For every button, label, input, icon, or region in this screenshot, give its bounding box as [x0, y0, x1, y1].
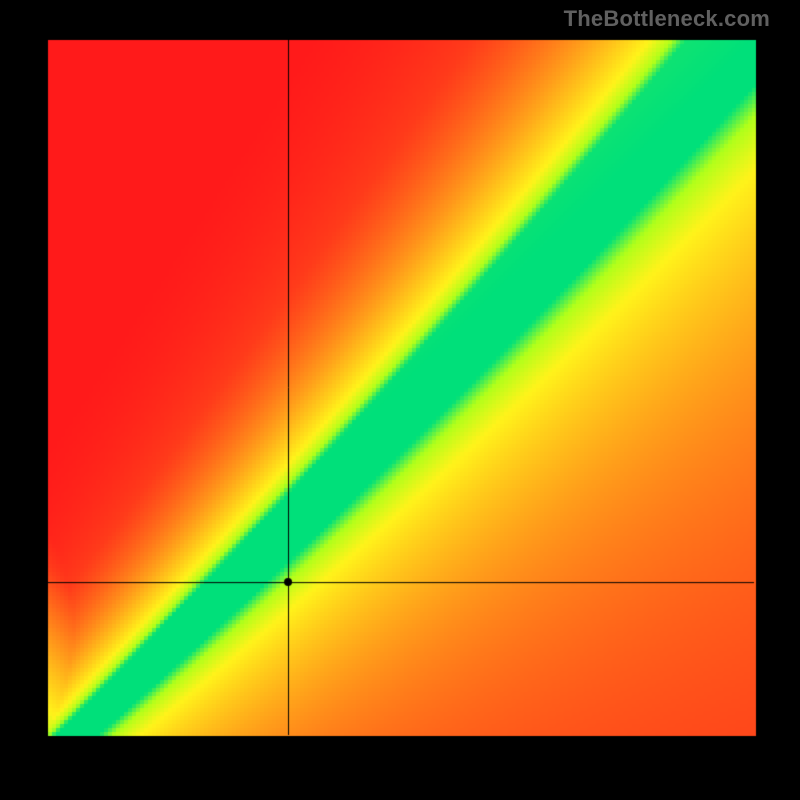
bottleneck-heatmap [0, 0, 800, 800]
watermark-text: TheBottleneck.com [564, 6, 770, 32]
